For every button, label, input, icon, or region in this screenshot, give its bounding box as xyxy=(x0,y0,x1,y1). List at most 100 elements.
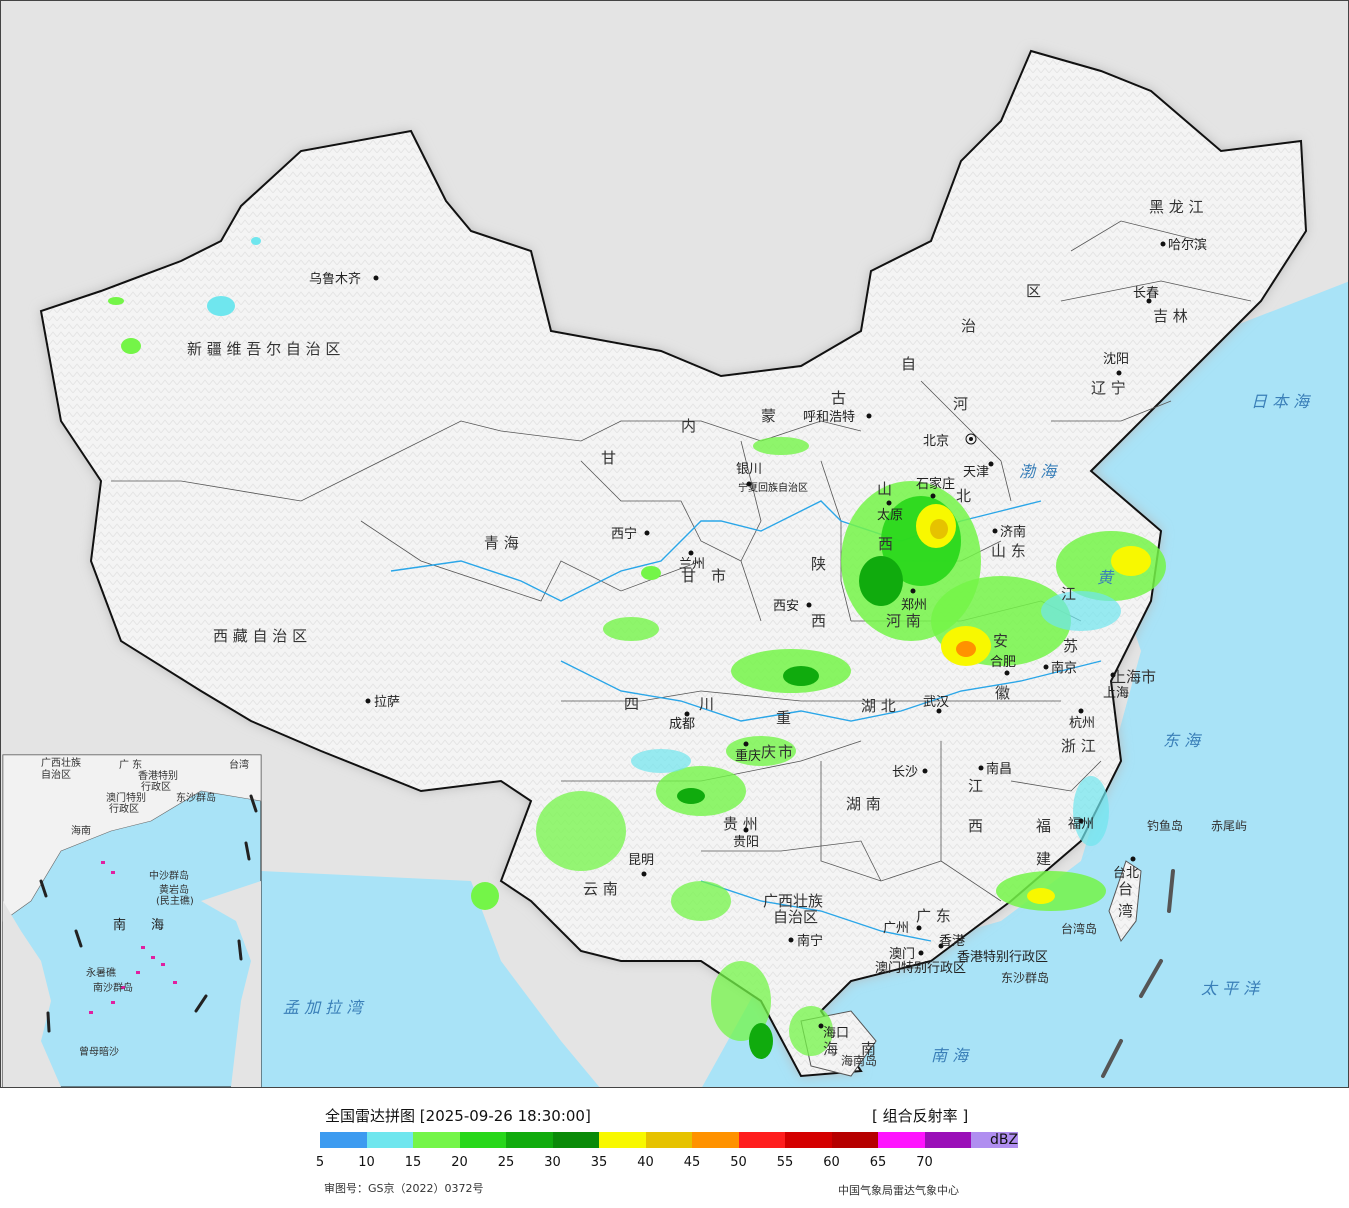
label-shaanxi-xi: 西 xyxy=(811,612,826,630)
echo-central xyxy=(631,649,851,816)
inset-south-china-sea: 广西壮族 自治区 广 东 台湾 香港特别 行政区 澳门特别 行政区 东沙群岛 海… xyxy=(2,754,262,1087)
inset-huangyan: 黄岩岛 xyxy=(159,883,189,896)
city-nanjing: 南京 xyxy=(1051,660,1077,676)
city-tianjin: 天津 xyxy=(963,465,989,480)
city-lhasa: 拉萨 xyxy=(374,695,400,710)
label-hui: 徽 xyxy=(995,684,1010,702)
bay-of-bengal xyxy=(261,871,600,1087)
label-hai: 海 xyxy=(823,1040,838,1058)
label-chuan: 川 xyxy=(699,695,714,713)
label-jiangxi-jiang: 江 xyxy=(968,777,983,795)
label-shandong: 山 东 xyxy=(991,542,1026,560)
city-lanzhou: 兰州 xyxy=(679,557,705,572)
city-shijiazhuang: 石家庄 xyxy=(916,476,955,492)
echo-south xyxy=(471,776,1109,1059)
label-jiangxi-xi: 西 xyxy=(968,817,983,835)
label-shi: 市 xyxy=(778,743,793,761)
echo-west xyxy=(108,237,809,641)
color-scale xyxy=(320,1132,1018,1148)
label-nan: 南 xyxy=(861,1040,876,1058)
city-urumqi: 乌鲁木齐 xyxy=(309,271,361,287)
city-fuzhou: 福州 xyxy=(1068,817,1094,832)
inset-guangdong: 广 东 xyxy=(119,758,142,771)
scale-color-cell xyxy=(971,1132,1018,1148)
label-yunnan: 云 南 xyxy=(583,880,618,898)
label-zi: 自 xyxy=(901,355,916,373)
scale-tick-label: 15 xyxy=(404,1155,422,1170)
island-hainan: 海南岛 xyxy=(841,1053,877,1068)
label-xi: 西 xyxy=(878,535,893,553)
label-guangxi-2: 自治区 xyxy=(773,908,818,926)
scale-color-cell xyxy=(366,1132,413,1148)
island-diaoyu: 钓鱼岛 xyxy=(1147,818,1183,833)
city-zhengzhou: 郑州 xyxy=(901,598,927,613)
map-canvas: 新 疆 维 吾 尔 自 治 区 西 藏 自 治 区 青 海 甘 内 蒙 古 自 … xyxy=(1,1,1348,1087)
label-hunan: 湖 南 xyxy=(846,795,881,813)
scale-color-cell xyxy=(924,1132,971,1148)
scale-color-cell xyxy=(692,1132,739,1148)
scale-color-cell xyxy=(459,1132,506,1148)
label-henan: 河 南 xyxy=(886,612,921,630)
label-gu: 古 xyxy=(831,389,846,407)
label-si: 四 xyxy=(624,695,639,713)
island-taiwan: 台湾岛 xyxy=(1061,921,1097,936)
label-chong: 重 xyxy=(776,709,791,727)
scale-tick-label: 50 xyxy=(730,1155,747,1170)
city-macau: 澳门 xyxy=(889,946,915,962)
scale-color-cell xyxy=(831,1132,878,1148)
label-xizang: 西 藏 自 治 区 xyxy=(213,627,307,645)
sea-bengal: 孟 加 拉 湾 xyxy=(283,998,365,1017)
label-fu: 福 xyxy=(1036,817,1051,835)
product-label: [ 组合反射率 ] xyxy=(872,1107,969,1125)
label-shanghai-shi: 上海市 xyxy=(1111,668,1156,686)
sea-bohai: 渤 海 xyxy=(1019,462,1058,481)
sea-japan: 日 本 海 xyxy=(1251,392,1311,411)
label-gan-shi: 市 xyxy=(711,567,726,585)
boundary-dashes xyxy=(1101,869,1175,1078)
city-taipei: 台北 xyxy=(1113,866,1139,881)
inset-minzhu: (民主礁) xyxy=(156,894,194,907)
echo-east-china xyxy=(931,531,1166,666)
inset-nan: 南 xyxy=(113,917,126,933)
city-labels: 乌鲁木齐 拉萨 西宁 兰州 银川 呼和浩特 北京 天津 石家庄 太原 济南 郑州… xyxy=(309,237,1207,1041)
sea-south-china: 南 海 xyxy=(931,1046,970,1065)
city-hongkong: 香港 xyxy=(939,934,965,949)
label-jian: 建 xyxy=(1036,850,1051,868)
inset-zhongsha: 中沙群岛 xyxy=(149,869,189,882)
label-guangdong: 广 东 xyxy=(916,907,951,925)
scale-color-cell xyxy=(506,1132,553,1148)
unit-label: dBZ xyxy=(990,1132,1019,1148)
label-zhi: 治 xyxy=(961,317,976,335)
label-tai: 台 xyxy=(1118,880,1133,898)
map-title: 全国雷达拼图 xyxy=(325,1107,416,1125)
city-haikou: 海口 xyxy=(823,1026,849,1041)
island-dongsha: 东沙群岛 xyxy=(1001,970,1049,985)
scale-tick-label: 65 xyxy=(869,1155,887,1170)
scale-tick-label: 5 xyxy=(315,1155,325,1170)
scale-tick-label: 35 xyxy=(590,1155,608,1170)
city-kunming: 昆明 xyxy=(628,853,654,868)
scale-color-cell xyxy=(738,1132,785,1148)
inset-hainan: 海南 xyxy=(71,824,91,837)
china-land xyxy=(39,49,1308,1078)
label-xinjiang: 新 疆 维 吾 尔 自 治 区 xyxy=(187,340,340,358)
label-qing: 庆 xyxy=(761,743,776,761)
map-timestamp: [2025-09-26 18:30:00] xyxy=(419,1107,591,1125)
radar-echoes xyxy=(108,237,1166,1059)
inset-mo-1: 澳门特别 xyxy=(106,791,146,804)
city-hohhot: 呼和浩特 xyxy=(803,410,855,425)
scale-color-cell xyxy=(599,1132,646,1148)
scale-tick-label: 55 xyxy=(776,1155,794,1170)
label-shaan: 陕 xyxy=(811,555,826,573)
label-meng: 蒙 xyxy=(761,407,776,425)
inset-hai: 海 xyxy=(151,918,164,933)
label-ningxia: 宁夏回族自治区 xyxy=(738,481,808,494)
city-hefei: 合肥 xyxy=(990,655,1016,670)
city-jinan: 济南 xyxy=(1000,524,1026,540)
city-guangzhou: 广州 xyxy=(883,921,909,936)
city-nanning: 南宁 xyxy=(797,933,823,949)
city-nanchang: 南昌 xyxy=(986,761,1012,777)
city-harbin: 哈尔滨 xyxy=(1168,237,1207,253)
sea-east xyxy=(702,281,1348,1087)
label-zhejiang: 浙 江 xyxy=(1061,737,1096,755)
